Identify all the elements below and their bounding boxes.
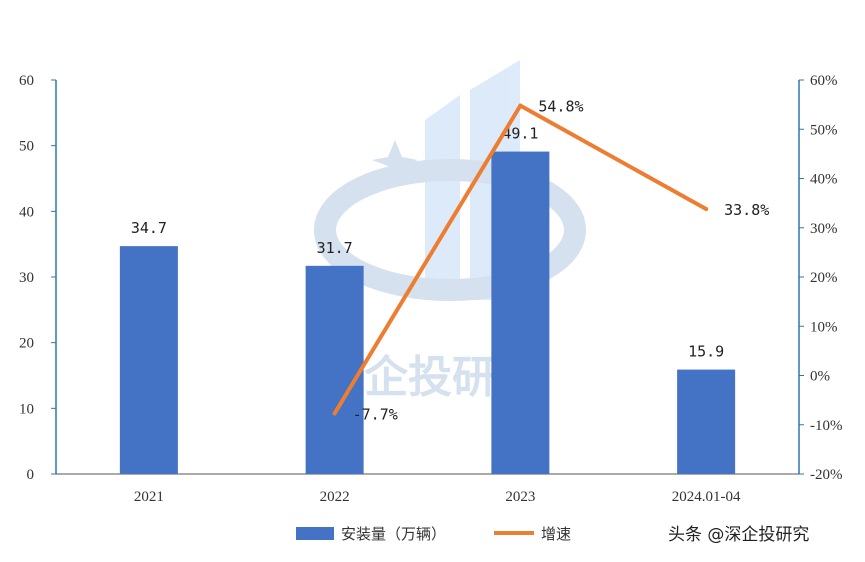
bar [491, 151, 550, 474]
line-data-label: -7.7% [353, 405, 398, 423]
x-axis-ticks: 2021 2022 2023 2024.01-04 [134, 489, 741, 505]
right-tick-label: 10% [810, 319, 838, 335]
legend-bar-label: 安装量（万辆） [341, 525, 446, 543]
bar-series [119, 151, 736, 474]
left-tick-label: 0 [27, 467, 35, 483]
right-axis-ticks: -20% -10% 0% 10% 20% 30% 40% 50% 60% [799, 73, 843, 483]
right-tick-label: 0% [810, 369, 830, 385]
legend-line-label: 增速 [541, 525, 571, 543]
right-tick-label: 40% [810, 172, 838, 188]
line-point [332, 411, 337, 416]
bar-data-label: 49.1 [502, 125, 538, 143]
left-tick-label: 50 [19, 139, 34, 155]
left-tick-label: 60 [19, 73, 34, 89]
bar-data-labels: 34.7 31.7 49.1 15.9 [131, 125, 724, 361]
line-data-labels: -7.7% 54.8% 33.8% [353, 98, 770, 424]
left-tick-label: 20 [19, 336, 34, 352]
bar [305, 265, 364, 474]
bar-data-label: 15.9 [688, 343, 724, 361]
left-tick-label: 40 [19, 204, 34, 220]
line-data-label: 33.8% [724, 201, 769, 219]
line-point [518, 103, 523, 108]
right-tick-label: 30% [810, 221, 838, 237]
legend-bar-swatch [296, 527, 334, 540]
bar-data-label: 34.7 [131, 219, 167, 237]
right-tick-label: -20% [810, 467, 843, 483]
left-tick-label: 10 [19, 401, 34, 417]
x-tick-label: 2023 [505, 489, 535, 505]
right-tick-label: 60% [810, 73, 838, 89]
left-tick-label: 30 [19, 270, 34, 286]
left-axis-ticks: 0 10 20 30 40 50 60 [19, 73, 56, 483]
x-tick-label: 2021 [134, 489, 164, 505]
bar [677, 369, 736, 474]
right-tick-label: 20% [810, 270, 838, 286]
bar-data-label: 31.7 [317, 239, 353, 257]
bar [119, 246, 178, 474]
right-tick-label: 50% [810, 122, 838, 138]
line-data-label: 54.8% [538, 98, 583, 116]
legend: 安装量（万辆） 增速 [296, 525, 571, 543]
line-point [704, 207, 709, 212]
line-series [332, 103, 709, 416]
right-tick-label: -10% [810, 418, 843, 434]
watermark-text: 头条 @深企投研究 [668, 525, 809, 545]
x-tick-label: 2022 [320, 489, 350, 505]
x-tick-label: 2024.01-04 [672, 489, 741, 505]
